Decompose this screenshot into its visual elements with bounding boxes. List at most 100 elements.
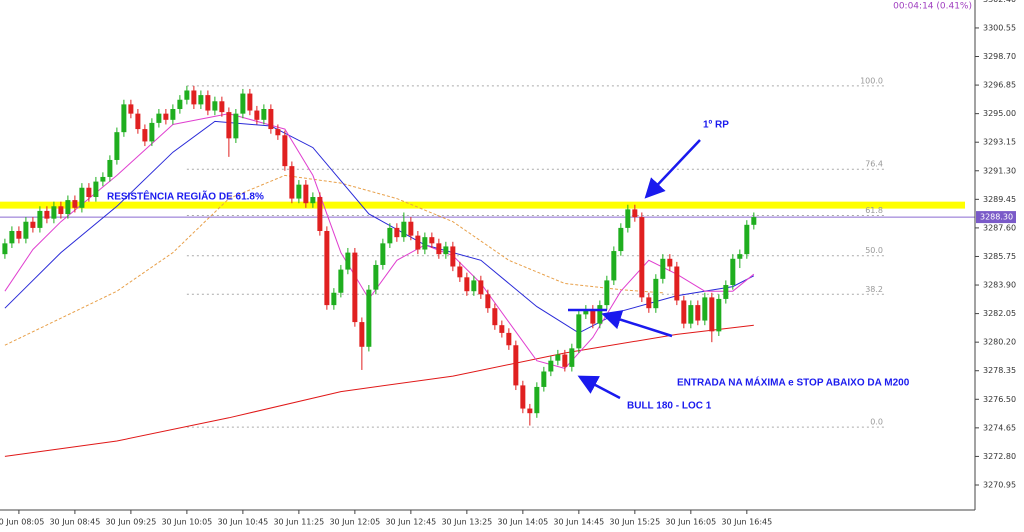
y-tick-label: 3298.70: [983, 52, 1016, 61]
candle-body: [303, 184, 309, 204]
y-tick-label: 3293.15: [983, 138, 1016, 147]
annotation: ENTRADA NA MÁXIMA e STOP ABAIXO DA M200: [677, 376, 910, 389]
candle-body: [450, 246, 456, 267]
candle-body: [191, 90, 197, 105]
candle-body: [254, 110, 260, 120]
candle-body: [170, 109, 176, 120]
y-tick-label: 3285.75: [983, 252, 1016, 261]
y-tick-label: 3270.95: [983, 480, 1016, 489]
candle-body: [93, 181, 99, 198]
candle-body: [604, 280, 610, 306]
y-tick-label: 3289.45: [983, 195, 1016, 204]
fib-label: 61.8: [865, 206, 883, 215]
annotation: 1º RP: [703, 120, 729, 131]
candle-body: [2, 243, 8, 255]
candle-body: [408, 221, 414, 236]
candle-body: [65, 200, 71, 215]
candle-body: [16, 230, 22, 239]
y-tick-label: 3274.65: [983, 423, 1016, 432]
x-tick-label: 30 Jun 13:25: [441, 518, 492, 527]
y-tick-label: 3302.40: [983, 0, 1016, 4]
candle-body: [282, 135, 288, 167]
ma-line: [4, 324, 754, 457]
y-tick-label: 3291.30: [983, 166, 1016, 175]
x-tick-label: 30 Jun 08:05: [0, 518, 44, 527]
candle-body: [37, 210, 43, 228]
candle-body: [492, 308, 498, 326]
candle-body: [289, 166, 295, 199]
candle-body: [646, 297, 652, 309]
x-tick-label: 30 Jun 10:05: [161, 518, 212, 527]
candle-body: [632, 209, 638, 218]
candle-body: [23, 221, 29, 239]
candle-body: [660, 258, 666, 279]
candle-body: [212, 101, 218, 111]
resistance-band: [0, 201, 965, 209]
candle-body: [30, 221, 36, 228]
candle-body: [247, 93, 253, 111]
candle-body: [506, 332, 512, 346]
candle-body: [443, 246, 449, 255]
x-tick-label: 30 Jun 09:25: [105, 518, 156, 527]
candle-body: [667, 258, 673, 267]
annotation: RESISTÊNCIA REGIÃO DE 61.8%: [107, 190, 264, 203]
y-tick-label: 3282.05: [983, 309, 1016, 318]
candle-body: [219, 101, 225, 113]
candle-body: [380, 243, 386, 265]
candle-body: [716, 298, 722, 332]
candle-body: [583, 309, 589, 315]
fib-label: 100.0: [860, 76, 883, 85]
ma-line: [4, 174, 663, 346]
candle-body: [597, 305, 603, 324]
candle-body: [625, 209, 631, 228]
candle-body: [233, 113, 239, 139]
candle-body: [261, 109, 267, 120]
candle-body: [688, 305, 694, 324]
x-tick-label: 30 Jun 08:45: [49, 518, 100, 527]
candle-body: [534, 386, 540, 414]
y-tick-label: 3278.35: [983, 366, 1016, 375]
candle-body: [548, 360, 554, 372]
candle-body: [464, 277, 470, 292]
candle-body: [457, 266, 463, 278]
status: 00:04:14 (0.41%): [893, 2, 972, 12]
candle-body: [142, 129, 148, 142]
candle-body: [499, 325, 505, 333]
arrow: [601, 310, 673, 338]
y-tick-label: 3272.80: [983, 452, 1016, 461]
candle-body: [198, 95, 204, 105]
y-tick-label: 3295.00: [983, 109, 1016, 118]
x-tick-label: 30 Jun 14:45: [553, 518, 604, 527]
candle-body: [387, 227, 393, 244]
x-tick-label: 30 Jun 16:05: [665, 518, 716, 527]
candle-body: [513, 345, 519, 386]
candle-body: [86, 187, 92, 198]
y-tick-label: 3280.20: [983, 338, 1016, 347]
candle-body: [240, 93, 246, 114]
candle-body: [478, 280, 484, 295]
candle-body: [744, 224, 750, 255]
candle-body: [737, 254, 743, 259]
candle-body: [394, 227, 400, 238]
y-tick-label: 3300.55: [983, 23, 1016, 32]
candle-body: [149, 122, 155, 142]
candle-body: [58, 206, 64, 215]
fib-label: 0.0: [870, 418, 883, 427]
candle-body: [555, 354, 561, 361]
candle-body: [51, 206, 57, 219]
candle-body: [268, 109, 274, 130]
fib-label: 76.4: [865, 160, 883, 169]
candle-body: [681, 300, 687, 324]
candle-body: [177, 99, 183, 110]
candle-body: [79, 187, 85, 208]
candle-body: [436, 243, 442, 255]
candle-body: [100, 176, 106, 182]
candle-body: [429, 237, 435, 244]
candle-body: [401, 221, 407, 238]
candle-body: [541, 371, 547, 387]
candle-body: [674, 266, 680, 301]
candle-body: [72, 200, 78, 208]
candle-body: [366, 289, 372, 347]
y-tick-label: 3276.50: [983, 395, 1016, 404]
x-tick-label: 30 Jun 12:05: [329, 518, 380, 527]
